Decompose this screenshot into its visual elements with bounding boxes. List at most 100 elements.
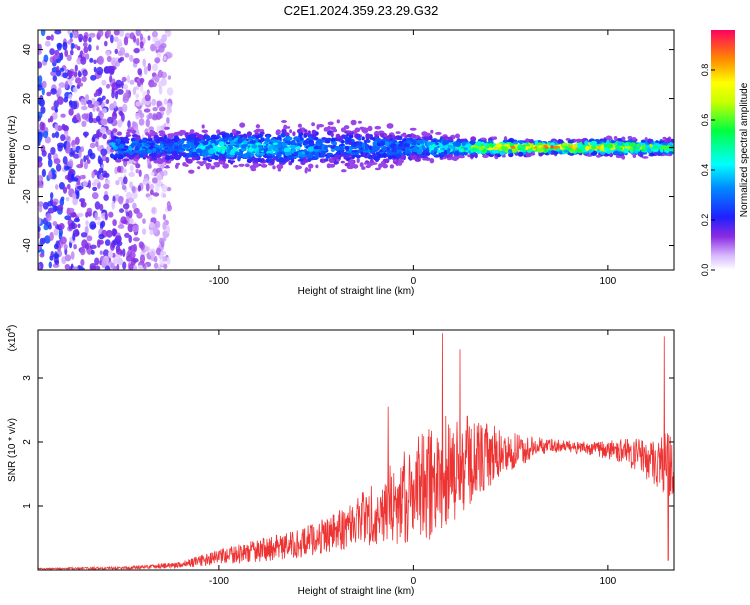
heatmap-cell bbox=[97, 30, 104, 37]
heatmap-cell bbox=[410, 154, 418, 160]
heatmap-cell bbox=[141, 138, 147, 144]
heatmap-cell bbox=[38, 175, 44, 182]
heatmap-cell bbox=[150, 142, 155, 147]
heatmap-cell bbox=[266, 134, 271, 139]
x-tick-label: 100 bbox=[600, 576, 617, 587]
heatmap-cell bbox=[206, 156, 212, 159]
heatmap-cell bbox=[357, 137, 362, 141]
heatmap-cell bbox=[102, 249, 110, 257]
heatmap-cell bbox=[159, 164, 165, 169]
colorbar-label: Normalized spectral amplitude bbox=[739, 82, 750, 217]
heatmap-cell bbox=[162, 221, 167, 231]
heatmap-cell bbox=[660, 142, 668, 145]
heatmap-cell bbox=[352, 164, 359, 169]
heatmap-cell bbox=[161, 152, 168, 156]
heatmap-cell bbox=[325, 155, 330, 159]
heatmap-cell bbox=[607, 150, 611, 154]
heatmap-cell bbox=[132, 130, 137, 133]
heatmap-cell bbox=[166, 52, 173, 59]
heatmap-cell bbox=[84, 132, 88, 138]
heatmap-cell bbox=[409, 133, 415, 139]
heatmap-cell bbox=[186, 152, 190, 156]
heatmap-cell bbox=[82, 69, 88, 77]
heatmap-cell bbox=[55, 163, 62, 172]
heatmap-cell bbox=[38, 216, 42, 225]
heatmap-cell bbox=[96, 45, 99, 51]
heatmap-cell bbox=[136, 212, 143, 219]
heatmap-cell bbox=[392, 154, 396, 159]
heatmap-cell bbox=[553, 151, 559, 155]
heatmap-cell bbox=[210, 165, 216, 170]
heatmap-cell bbox=[68, 223, 73, 230]
heatmap-cell bbox=[347, 159, 355, 164]
heatmap-cell bbox=[80, 56, 87, 65]
heatmap-cell bbox=[72, 31, 78, 39]
snr-multiplier-base: (x10 bbox=[7, 331, 18, 351]
heatmap-cell bbox=[636, 143, 640, 148]
heatmap-cell bbox=[392, 139, 397, 144]
heatmap-cell bbox=[100, 148, 108, 157]
heatmap-cell bbox=[525, 143, 531, 147]
heatmap-cell bbox=[41, 168, 47, 178]
heatmap-cell bbox=[305, 167, 309, 171]
heatmap-cell bbox=[275, 129, 281, 135]
heatmap-cell bbox=[445, 139, 450, 144]
heatmap-cell bbox=[216, 147, 221, 152]
heatmap-cell bbox=[615, 144, 620, 150]
heatmap-cell bbox=[219, 132, 223, 136]
heatmap-cell bbox=[51, 132, 56, 138]
heatmap-cell bbox=[101, 259, 107, 268]
heatmap-cell bbox=[94, 257, 100, 266]
heatmap-cell bbox=[461, 140, 467, 147]
heatmap-cell bbox=[578, 152, 583, 156]
heatmap-cell bbox=[123, 158, 130, 162]
heatmap-cell bbox=[400, 133, 407, 137]
heatmap-cell bbox=[99, 250, 103, 255]
heatmap-cell bbox=[308, 163, 314, 169]
heatmap-cell bbox=[446, 157, 452, 161]
heatmap-cell bbox=[382, 152, 388, 158]
heatmap-cell bbox=[93, 100, 100, 108]
heatmap-cell bbox=[67, 207, 75, 213]
heatmap-cell bbox=[91, 182, 97, 186]
heatmap-cell bbox=[241, 144, 247, 149]
heatmap-cell bbox=[144, 245, 151, 252]
heatmap-cell bbox=[318, 146, 323, 150]
heatmap-cell bbox=[135, 101, 141, 107]
heatmap-cell bbox=[107, 250, 114, 259]
heatmap-cell bbox=[95, 141, 99, 148]
heatmap-cell bbox=[374, 167, 381, 171]
heatmap-cell bbox=[145, 132, 150, 136]
heatmap-cell bbox=[88, 32, 96, 38]
heatmap-cell bbox=[120, 148, 128, 152]
heatmap-cell bbox=[334, 145, 341, 152]
heatmap-cell bbox=[221, 154, 226, 160]
heatmap-cell bbox=[53, 253, 60, 259]
heatmap-cell bbox=[114, 235, 122, 243]
heatmap-cell bbox=[129, 79, 135, 85]
heatmap-cell bbox=[80, 247, 86, 256]
heatmap-cell bbox=[660, 148, 664, 153]
heatmap-cell bbox=[49, 231, 54, 241]
heatmap-cell bbox=[163, 55, 167, 61]
heatmap-cell bbox=[256, 150, 260, 156]
heatmap-cell bbox=[38, 49, 42, 55]
spectrogram-panel: -100 0 100 -40 -20 0 20 40 Height of straight l… bbox=[7, 29, 675, 297]
heatmap-cell bbox=[240, 147, 247, 152]
spectrogram-xlabel: Height of straight line (km) bbox=[298, 286, 415, 297]
heatmap-cell bbox=[632, 137, 637, 141]
heatmap-cell bbox=[619, 147, 623, 151]
heatmap-cell bbox=[314, 152, 320, 158]
heatmap-cell bbox=[297, 152, 303, 157]
heatmap-cell bbox=[211, 139, 217, 145]
spectrogram-heatmap bbox=[38, 30, 674, 270]
heatmap-cell bbox=[148, 126, 155, 132]
heatmap-cell bbox=[129, 251, 136, 259]
y-tick-label: 40 bbox=[22, 44, 33, 56]
heatmap-cell bbox=[49, 115, 54, 123]
heatmap-cell bbox=[86, 235, 93, 242]
heatmap-cell bbox=[46, 213, 52, 222]
heatmap-cell bbox=[434, 146, 438, 152]
heatmap-cell bbox=[38, 111, 43, 119]
heatmap-cell bbox=[277, 143, 281, 148]
